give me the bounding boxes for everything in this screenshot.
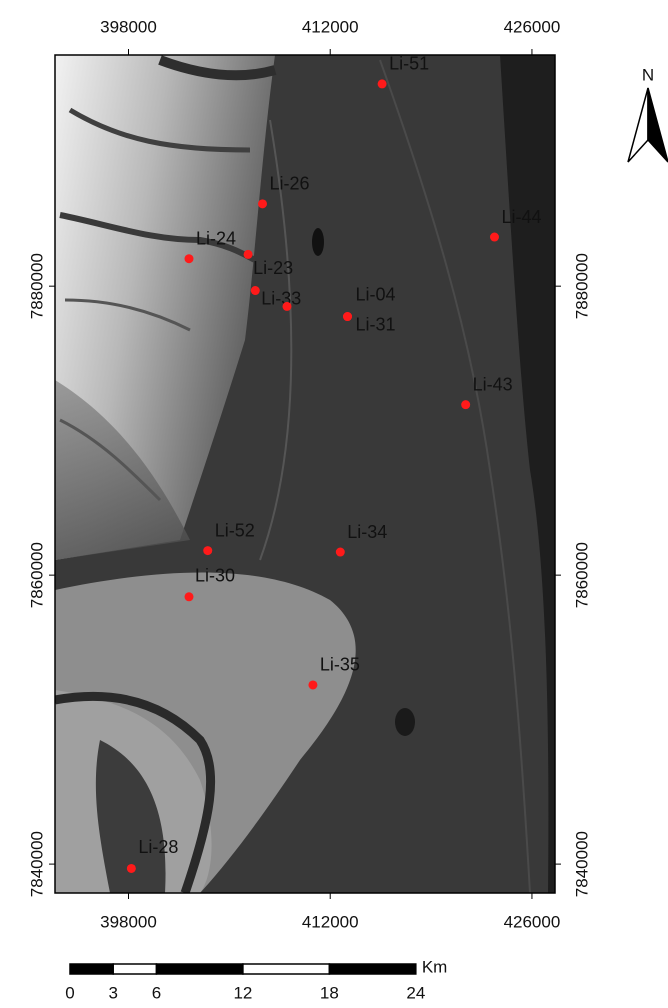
map-figure: N 398000 398000 412000 412000 426000 426000 78… bbox=[0, 0, 668, 1008]
sample-point bbox=[336, 548, 345, 557]
sample-label: Li-28 bbox=[138, 837, 178, 857]
north-arrow-left bbox=[628, 88, 648, 162]
scale-bar-segment bbox=[113, 964, 156, 974]
sample-point bbox=[203, 546, 212, 555]
sample-point bbox=[185, 592, 194, 601]
x-tick-label-bottom: 412000 bbox=[302, 912, 359, 931]
scale-bar-segment bbox=[70, 964, 113, 974]
sample-label: Li-52 bbox=[215, 520, 255, 540]
y-tick-label-right: 7840000 bbox=[572, 831, 591, 897]
y-tick-label-left: 7880000 bbox=[27, 253, 46, 319]
scale-bar-label: 24 bbox=[406, 983, 425, 1002]
x-tick-label-top: 412000 bbox=[302, 17, 359, 36]
sample-label: Li-04 bbox=[356, 284, 396, 304]
sample-label: Li-23 bbox=[253, 258, 293, 278]
x-tick-label-bottom: 398000 bbox=[100, 912, 157, 931]
sample-label: Li-31 bbox=[356, 314, 396, 334]
sample-label: Li-43 bbox=[473, 374, 513, 394]
sample-point bbox=[244, 250, 253, 259]
sample-label: Li-44 bbox=[501, 207, 541, 227]
y-tick-label-right: 7860000 bbox=[572, 542, 591, 608]
sample-point bbox=[282, 302, 291, 311]
sample-point bbox=[127, 864, 136, 873]
scale-bar-label: 18 bbox=[320, 983, 339, 1002]
sample-point bbox=[251, 286, 260, 295]
scale-bar-label: 6 bbox=[152, 983, 161, 1002]
sample-label: Li-24 bbox=[196, 228, 236, 248]
scale-bar-segment bbox=[329, 964, 415, 974]
north-arrow-right bbox=[648, 88, 668, 162]
sample-point bbox=[308, 680, 317, 689]
sample-label: Li-35 bbox=[320, 655, 360, 675]
y-tick-label-left: 7840000 bbox=[27, 831, 46, 897]
sample-label: Li-33 bbox=[261, 288, 301, 308]
sample-point bbox=[490, 233, 499, 242]
north-arrow: N bbox=[628, 65, 668, 162]
x-tick-label-bottom: 426000 bbox=[504, 912, 561, 931]
sample-label: Li-30 bbox=[195, 566, 235, 586]
sample-point bbox=[185, 254, 194, 263]
sample-label: Li-34 bbox=[347, 522, 387, 542]
sample-point bbox=[461, 400, 470, 409]
sample-point bbox=[378, 79, 387, 88]
x-tick-label-top: 398000 bbox=[100, 17, 157, 36]
scale-bar-unit: Km bbox=[422, 957, 448, 976]
scale-bar-segment bbox=[156, 964, 242, 974]
scale-bar-label: 3 bbox=[108, 983, 117, 1002]
y-tick-label-right: 7880000 bbox=[572, 253, 591, 319]
scale-bar-segment bbox=[243, 964, 329, 974]
sample-point bbox=[343, 312, 352, 321]
sample-point bbox=[258, 199, 267, 208]
scale-bar-label: 0 bbox=[65, 983, 74, 1002]
sample-label: Li-51 bbox=[389, 54, 429, 74]
x-tick-label-top: 426000 bbox=[504, 17, 561, 36]
y-tick-label-left: 7860000 bbox=[27, 542, 46, 608]
scale-bar-label: 12 bbox=[233, 983, 252, 1002]
sample-label: Li-26 bbox=[269, 174, 309, 194]
north-label: N bbox=[642, 65, 654, 84]
